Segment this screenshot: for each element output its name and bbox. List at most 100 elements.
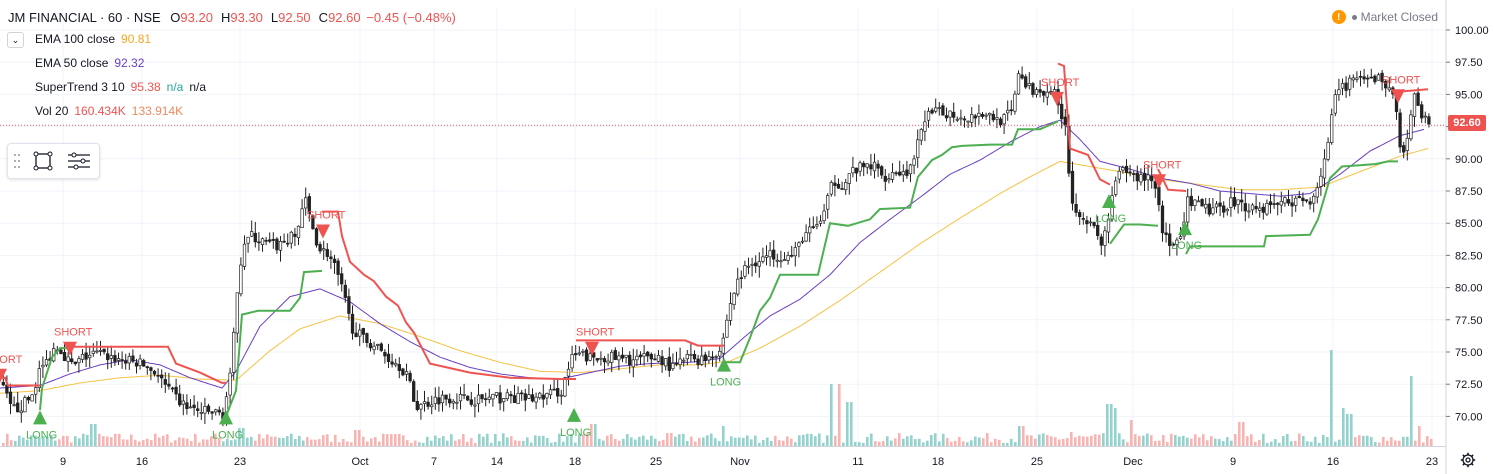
candle-body — [1034, 89, 1039, 95]
volume-bar — [1318, 442, 1321, 446]
volume-bar — [322, 435, 325, 446]
candle — [1157, 185, 1161, 212]
volume-bar — [554, 441, 557, 446]
candle-body — [145, 366, 149, 369]
candle-body — [422, 401, 427, 404]
candle-body — [376, 344, 380, 346]
candle-body — [1009, 109, 1013, 112]
candle-body — [660, 356, 664, 366]
volume-bar — [750, 439, 753, 446]
volume-bar — [726, 441, 729, 446]
collapse-legend-button[interactable]: ⌄ — [7, 32, 24, 48]
candle — [318, 241, 322, 254]
candle — [1240, 189, 1244, 212]
candle — [1268, 193, 1273, 214]
gear-icon[interactable] — [1460, 452, 1476, 468]
candle — [336, 258, 340, 286]
ohlc-value-h: 93.30 — [230, 10, 263, 25]
indicator-row[interactable]: EMA 100 close 90.81 — [35, 32, 157, 46]
time-tick-label: 9 — [1230, 456, 1236, 468]
candle — [275, 237, 279, 254]
candle-body — [901, 171, 905, 176]
candle — [556, 378, 560, 404]
market-status[interactable]: ! Market Closed — [1331, 10, 1438, 24]
candle-body — [775, 259, 779, 262]
candle-body — [246, 236, 250, 244]
volume-bar — [942, 433, 945, 446]
candle-body — [574, 353, 578, 356]
candle-body — [689, 353, 693, 356]
long-arrow-icon — [1102, 194, 1116, 209]
candle — [1398, 108, 1402, 153]
candle — [1211, 197, 1215, 216]
indicator-row[interactable]: Vol 20 160.434K 133.914K — [35, 104, 189, 118]
candle-body — [1229, 197, 1233, 208]
rectangle-tool-button[interactable] — [28, 148, 58, 174]
volume-bar — [1406, 436, 1409, 446]
candle — [1045, 82, 1049, 106]
candle-body — [905, 169, 909, 176]
candle-body — [534, 396, 538, 403]
volume-bar — [1354, 437, 1357, 446]
candle-body — [606, 360, 610, 364]
candle — [743, 260, 747, 280]
candle-body — [1006, 109, 1010, 114]
volume-bar — [182, 437, 185, 446]
candle-body — [88, 354, 92, 359]
candle-body — [70, 358, 74, 363]
candle — [797, 241, 801, 258]
candle — [340, 267, 344, 292]
candle — [206, 403, 211, 415]
candle — [1254, 195, 1258, 214]
candle — [1002, 113, 1006, 135]
candle-body — [1236, 199, 1240, 205]
candle — [826, 193, 830, 219]
candle-body — [210, 411, 214, 414]
candle — [811, 216, 815, 230]
candle-body — [304, 197, 308, 209]
candle — [818, 215, 823, 227]
volume-bar — [1030, 435, 1033, 446]
candle-body — [192, 404, 196, 409]
candle — [671, 353, 675, 371]
volume-bar — [722, 426, 725, 446]
volume-bar — [838, 384, 841, 446]
candle-body — [329, 256, 333, 260]
indicator-name: EMA 50 close — [35, 56, 109, 70]
object-tree-button[interactable] — [64, 148, 94, 174]
candle — [880, 165, 884, 179]
volume-bar — [1202, 434, 1205, 446]
candle-body — [1193, 199, 1197, 206]
candle — [253, 221, 257, 248]
candle-body — [322, 248, 326, 251]
candle — [1420, 101, 1424, 123]
candle-body — [113, 355, 117, 362]
volume-bar — [1314, 436, 1317, 446]
candle — [1402, 141, 1406, 159]
candle — [59, 348, 63, 355]
volume-bar — [1402, 436, 1405, 446]
candle-body — [12, 404, 16, 407]
indicator-row[interactable]: EMA 50 close 92.32 — [35, 56, 150, 70]
candle-body — [1196, 200, 1201, 203]
candle — [73, 361, 77, 366]
candle-body — [577, 352, 581, 355]
candle — [1366, 74, 1370, 88]
drag-handle-icon[interactable] — [12, 150, 22, 172]
ohlc-label-h: H — [220, 10, 231, 25]
volume-bar — [1002, 442, 1005, 446]
volume-bar — [702, 437, 705, 446]
candle-body — [1016, 73, 1021, 95]
candle — [232, 327, 236, 380]
candle-body — [188, 406, 193, 409]
candle-body — [156, 374, 160, 377]
candle-body — [268, 239, 272, 242]
candle — [1027, 72, 1031, 90]
candle-body — [552, 388, 556, 391]
candle-body — [566, 368, 571, 377]
candle-body — [206, 405, 211, 412]
candle-body — [1384, 80, 1388, 89]
candle-body — [1200, 199, 1204, 207]
indicator-row[interactable]: SuperTrend 3 10 95.38 n/a n/a — [35, 80, 212, 94]
